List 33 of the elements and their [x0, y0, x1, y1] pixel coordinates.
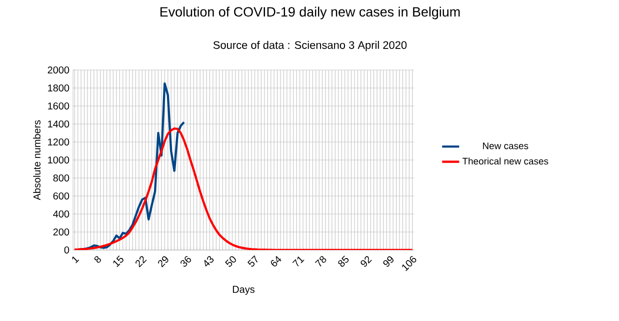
- text: New cases: [483, 142, 528, 150]
- x-tick-label: 71: [292, 256, 304, 266]
- y-tick-label: 1200: [48, 138, 70, 146]
- y-tick-label: 1600: [48, 102, 70, 110]
- x-tick-label: 106: [402, 256, 416, 272]
- y-tick-label: 1400: [48, 120, 70, 128]
- y-tick-label: 200: [53, 228, 70, 236]
- legend-label: Theorical new cases: [462, 158, 548, 165]
- chart-subtitle: Source of data : Sciensano 3 April 2020: [213, 40, 407, 52]
- y-tick-label: 600: [53, 192, 70, 200]
- y-axis-title: Absolute numbers: [33, 120, 40, 200]
- x-tick-label: 36: [180, 256, 192, 267]
- x-tick-label: 15: [113, 256, 124, 268]
- x-tick-label: 1: [72, 256, 80, 264]
- x-tick-label: 8: [94, 256, 102, 263]
- x-tick-label: 29: [158, 256, 168, 268]
- x-tick-label: 43: [204, 256, 214, 266]
- chart-title: Evolution of COVID-19 daily new cases in Belgium: [160, 6, 460, 20]
- x-tick-label: 99: [383, 256, 394, 267]
- y-tick-label: 400: [53, 210, 70, 218]
- x-tick-label: 85: [338, 256, 349, 267]
- x-axis-title: Days: [232, 286, 254, 295]
- y-tick-label: 800: [53, 174, 70, 182]
- x-tick-label: 50: [225, 256, 236, 267]
- x-tick-label: 22: [136, 256, 147, 268]
- y-tick-label: 0: [64, 246, 70, 254]
- x-tick-label: 92: [360, 256, 372, 267]
- x-tick-label: 64: [270, 256, 282, 266]
- y-tick-label: 1800: [48, 84, 70, 92]
- x-tick-label: 57: [248, 255, 258, 267]
- y-tick-label: 2000: [48, 66, 70, 74]
- y-tick-label: 1000: [48, 156, 70, 164]
- x-tick-label: 78: [314, 256, 326, 266]
